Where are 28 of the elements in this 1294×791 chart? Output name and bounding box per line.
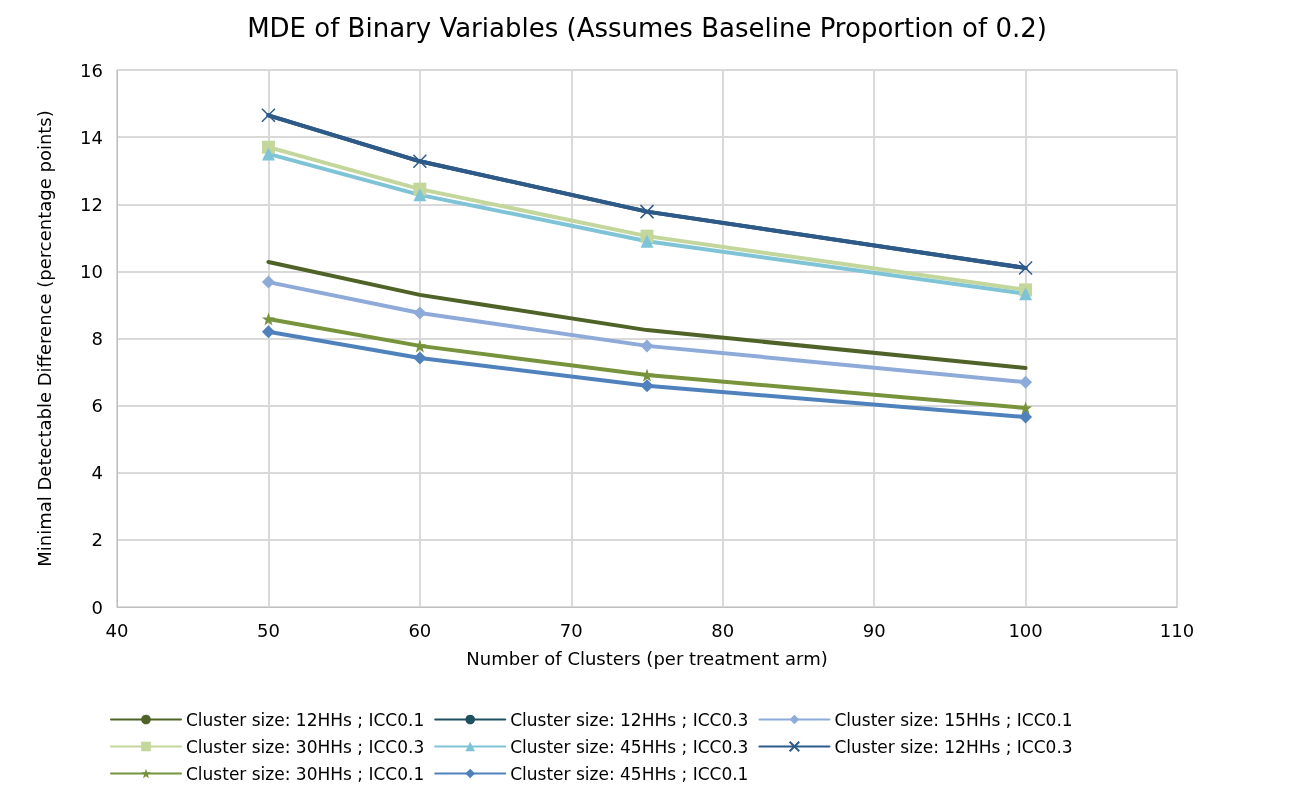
legend-label: Cluster size: 45HHs ; ICC0.3	[510, 736, 749, 757]
y-tick-label: 0	[91, 596, 103, 618]
x-tick-label: 110	[1159, 619, 1195, 641]
y-tick-label: 14	[80, 126, 103, 148]
legend-label: Cluster size: 45HHs ; ICC0.1	[510, 763, 749, 784]
y-tick-label: 6	[91, 395, 103, 417]
x-tick-label: 80	[711, 619, 735, 641]
legend-label: Cluster size: 12HHs ; ICC0.3	[510, 709, 749, 730]
x-tick-label: 50	[256, 619, 280, 641]
legend-label: Cluster size: 12HHs ; ICC0.1	[186, 709, 425, 730]
x-tick-label: 90	[862, 619, 886, 641]
y-tick-label: 2	[91, 529, 103, 551]
x-tick-label: 60	[408, 619, 432, 641]
legend-label: Cluster size: 12HHs ; ICC0.3	[834, 736, 1073, 757]
y-tick-label: 12	[80, 193, 103, 215]
legend-label: Cluster size: 30HHs ; ICC0.1	[186, 763, 425, 784]
y-tick-label: 10	[80, 260, 103, 282]
y-tick-label: 16	[80, 59, 103, 81]
x-tick-label: 40	[105, 619, 129, 641]
y-tick-label: 8	[91, 328, 103, 349]
y-axis-title: Minimal Detectable Difference (percentage points)	[33, 110, 55, 567]
x-tick-label: 70	[559, 619, 583, 641]
x-axis-title: Number of Clusters (per treatment arm)	[466, 647, 828, 669]
legend-label: Cluster size: 30HHs ; ICC0.3	[186, 736, 425, 757]
x-tick-label: 100	[1008, 619, 1043, 641]
chart-title: MDE of Binary Variables (Assumes Baseline Proportion of 0.2)	[247, 13, 1047, 43]
legend-label: Cluster size: 15HHs ; ICC0.1	[834, 709, 1073, 730]
y-tick-label: 4	[91, 462, 103, 484]
